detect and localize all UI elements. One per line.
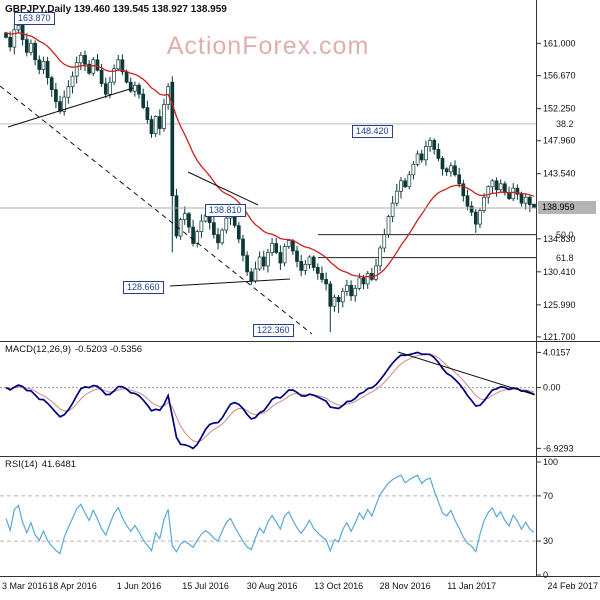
rsi-name: RSI(14) (5, 459, 38, 470)
rsi-value: 41.6481 (41, 459, 77, 470)
price-callout-122.360[interactable]: 122.360 (253, 324, 294, 337)
symbol-name: GBPJPY,Daily (5, 4, 72, 15)
fib-label-61.8: 61.8 (556, 252, 574, 263)
price-axis-label: 130.410 (543, 267, 576, 277)
x-axis-label: 15 Jul 2016 (182, 581, 229, 591)
rsi-axis-label: 0 (543, 570, 548, 580)
x-axis-label: 30 Aug 2016 (247, 581, 298, 591)
trendline-3[interactable] (169, 278, 291, 287)
fib-label-38.2: 38.2 (556, 118, 574, 129)
x-axis-label: 1 Jun 2016 (117, 581, 162, 591)
x-axis-label: 18 Apr 2016 (48, 581, 97, 591)
macd-axis-label: 0.00 (543, 383, 561, 393)
rsi-indicator-label: RSI(14) 41.6481 (5, 459, 76, 470)
trendline-2[interactable] (187, 171, 259, 206)
x-axis-label: 13 Oct 2016 (314, 581, 363, 591)
price-axis-label: 147.960 (543, 136, 576, 146)
macd-axis-label: -6.9293 (543, 443, 574, 453)
price-axis-label: 125.990 (543, 300, 576, 310)
symbol-title: GBPJPY,Daily 139.460 139.545 138.927 138… (5, 4, 227, 15)
ma-line (5, 31, 535, 278)
current-price-badge: 138.959 (538, 201, 596, 215)
watermark: ActionForex.com (166, 32, 370, 60)
x-axis-label: 11 Jan 2017 (447, 581, 496, 591)
trendline-1[interactable] (0, 85, 313, 335)
price-axis-label: 134.830 (543, 234, 576, 244)
price-axis-label: 152.250 (543, 104, 576, 114)
candlestick-series (4, 21, 536, 332)
price-callout-138.810[interactable]: 138.810 (205, 204, 246, 217)
macd-name: MACD(12,26,9) (5, 344, 71, 355)
price-axis-label: 156.670 (543, 71, 576, 81)
price-axis-label: 161.000 (543, 38, 576, 48)
price-axis-label: 143.540 (543, 169, 576, 179)
macd-signal-line (5, 354, 535, 443)
price-callout-148.420[interactable]: 148.420 (352, 125, 393, 138)
price-axis-label: 121.700 (543, 332, 576, 342)
macd-indicator-label: MACD(12,26,9) -0.5203 -0.5356 (5, 344, 142, 355)
ohlc-readout: 139.460 139.545 138.927 138.959 (73, 4, 227, 15)
fib-label-50.0: 50.0 (556, 229, 574, 240)
rsi-axis-label: 100 (543, 457, 558, 467)
x-axis-label: 3 Mar 2016 (2, 581, 48, 591)
rsi-axis-label: 30 (543, 536, 553, 546)
macd-trendline[interactable] (397, 351, 536, 396)
x-axis-label: 24 Feb 2017 (547, 581, 598, 591)
price-callout-163.870[interactable]: 163.870 (14, 12, 55, 25)
macd-main-line (5, 351, 535, 450)
trendline-0[interactable] (7, 87, 134, 128)
rsi-axis-label: 70 (543, 491, 553, 501)
rsi-line (5, 474, 535, 555)
x-axis-label: 28 Nov 2016 (380, 581, 431, 591)
macd-axis-label: 4.0157 (543, 347, 571, 357)
price-callout-128.660[interactable]: 128.660 (123, 281, 164, 294)
macd-values: -0.5203 -0.5356 (75, 344, 143, 355)
